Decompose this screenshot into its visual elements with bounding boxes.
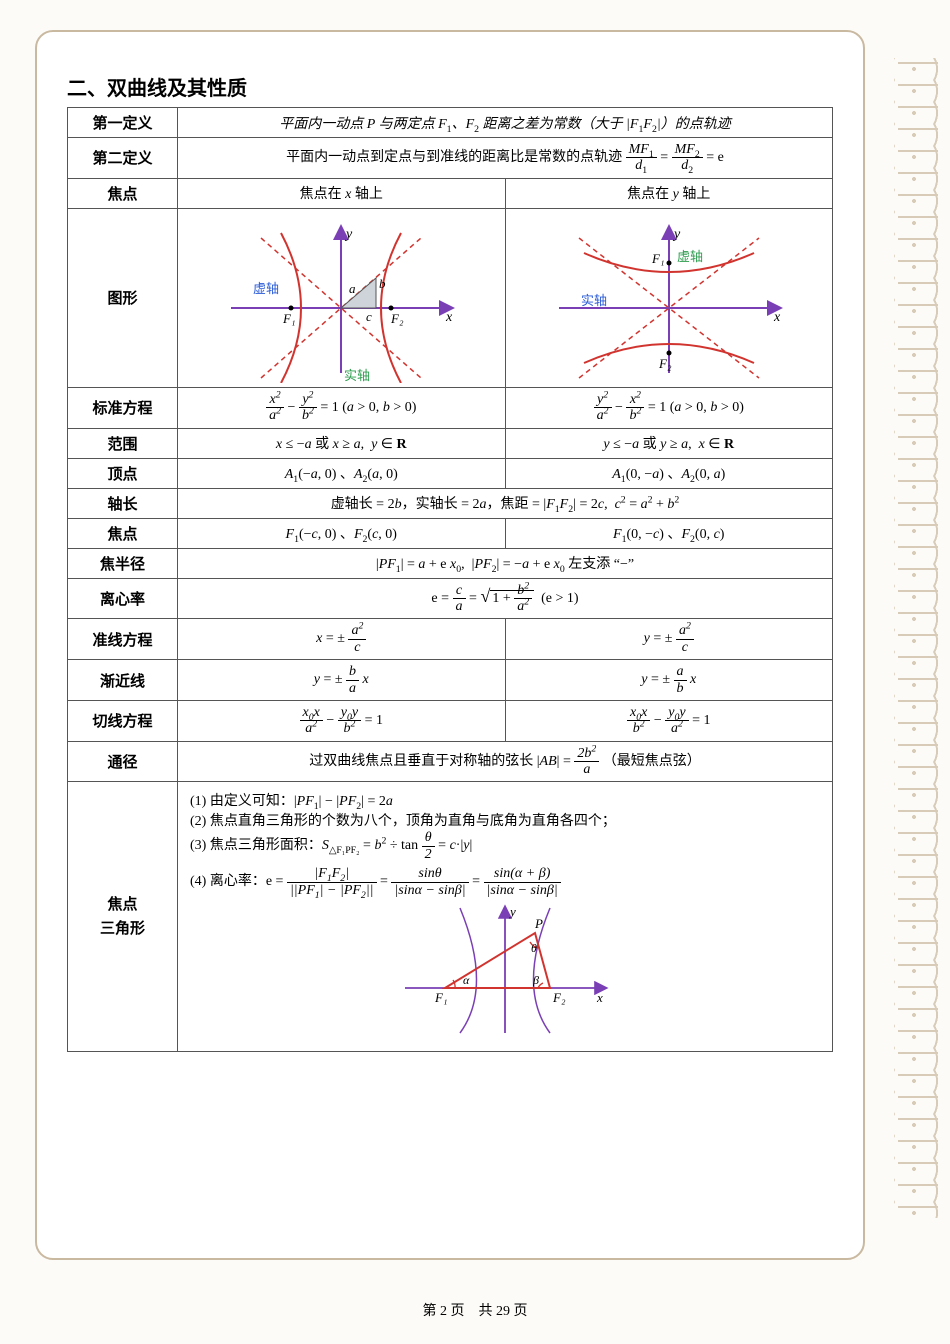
cell-asym-y: y = ± ab x (505, 660, 833, 701)
row-label-focus: 焦点 (68, 178, 178, 208)
svg-text:a: a (349, 281, 356, 296)
row-label-figure: 图形 (68, 208, 178, 387)
focal-triangle-svg: F₁ F₂ x y P θ α β (375, 898, 635, 1038)
svg-text:x: x (596, 990, 603, 1005)
svg-text:c: c (366, 309, 372, 324)
tri-line1: (1) 由定义可知：|PF1| − |PF2| = 2a (190, 790, 820, 810)
svg-text:x: x (445, 310, 453, 325)
cell-directrix-x: x = ± a2c (178, 619, 506, 660)
svg-text:y: y (672, 227, 681, 242)
cell-ecc: e = ca = √1 + b2a2 (e > 1) (178, 578, 833, 619)
page-footer: 第 2 页 共 29 页 (0, 1300, 950, 1320)
row-label-focalradius: 焦半径 (68, 548, 178, 578)
row-label-directrix: 准线方程 (68, 619, 178, 660)
svg-text:F₁: F₁ (651, 251, 664, 266)
cell-vertex-x: A1(−a, 0) 、A2(a, 0) (178, 458, 506, 488)
cell-tangent-y: x0xb2 − y0ya2 = 1 (505, 700, 833, 741)
row-label-def1: 第一定义 (68, 108, 178, 138)
properties-table: 第一定义 平面内一动点 P 与两定点 F1、F2 距离之差为常数（大于 |F1F… (67, 107, 833, 1052)
svg-text:F₁: F₁ (434, 990, 447, 1005)
row-label-def2: 第二定义 (68, 138, 178, 179)
row-label-focaltri: 焦点三角形 (68, 782, 178, 1052)
spiral-binding (898, 58, 938, 1218)
row-label-stdeq: 标准方程 (68, 387, 178, 428)
cell-focalradius: |PF1| = a + e x0, |PF2| = −a + e x0 左支添 … (178, 548, 833, 578)
cell-tangent-x: x0xa2 − y0yb2 = 1 (178, 700, 506, 741)
cell-stdeq-x: x2a2 − y2b2 = 1 (a > 0, b > 0) (178, 387, 506, 428)
svg-text:F₂: F₂ (390, 311, 404, 326)
svg-text:θ: θ (531, 941, 537, 955)
svg-text:b: b (379, 276, 386, 291)
svg-text:F₂: F₂ (552, 990, 566, 1005)
svg-text:y: y (344, 227, 353, 242)
svg-text:y: y (508, 904, 516, 919)
cell-axislen: 虚轴长 = 2b，实轴长 = 2a，焦距 = |F1F2| = 2c, c2 =… (178, 488, 833, 518)
svg-text:F₂: F₂ (658, 356, 672, 371)
row-label-asymptote: 渐近线 (68, 660, 178, 701)
row-label-axislen: 轴长 (68, 488, 178, 518)
svg-text:β: β (532, 973, 539, 987)
section-title: 二、双曲线及其性质 (67, 72, 833, 101)
svg-text:实轴: 实轴 (344, 368, 370, 383)
cell-directrix-y: y = ± a2c (505, 619, 833, 660)
svg-text:虚轴: 虚轴 (253, 281, 279, 296)
svg-text:实轴: 实轴 (581, 293, 607, 308)
tri-line2: (2) 焦点直角三角形的个数为八个，顶角为直角与底角为直角各四个； (190, 810, 820, 830)
cell-range-y: y ≤ −a 或 y ≥ a, x ∈ R (505, 428, 833, 458)
svg-text:F₁: F₁ (282, 311, 295, 326)
cell-figure-y: y x 实轴 虚轴 F₁ F₂ (505, 208, 833, 387)
row-label-vertex: 顶点 (68, 458, 178, 488)
tri-line4: (4) 离心率：e = |F1F2|||PF1| − |PF2|| = sinθ… (190, 866, 820, 898)
page-frame: 二、双曲线及其性质 第一定义 平面内一动点 P 与两定点 F1、F2 距离之差为… (35, 30, 865, 1260)
cell-focaltri: (1) 由定义可知：|PF1| − |PF2| = 2a (2) 焦点直角三角形… (178, 782, 833, 1052)
row-label-range: 范围 (68, 428, 178, 458)
hyperbola-x-svg: y x 虚轴 实轴 a b c F₁ F₂ (191, 213, 491, 383)
cell-latus: 过双曲线焦点且垂直于对称轴的弦长 |AB| = 2b2a （最短焦点弦） (178, 741, 833, 782)
cell-foci-x: F1(−c, 0) 、F2(c, 0) (178, 518, 506, 548)
cell-def2: 平面内一动点到定点与到准线的距离比是常数的点轨迹 MF1d1 = MF2d2 =… (178, 138, 833, 179)
svg-text:P: P (534, 916, 543, 931)
tri-line3: (3) 焦点三角形面积：S△F₁PF₂ = b2 ÷ tan θ2 = c·|y… (190, 830, 820, 862)
cell-focus-x: 焦点在 x 轴上 (178, 178, 506, 208)
cell-def1: 平面内一动点 P 与两定点 F1、F2 距离之差为常数（大于 |F1F2|）的点… (178, 108, 833, 138)
cell-figure-x: y x 虚轴 实轴 a b c F₁ F₂ (178, 208, 506, 387)
cell-range-x: x ≤ −a 或 x ≥ a, y ∈ R (178, 428, 506, 458)
svg-text:x: x (773, 310, 781, 325)
row-label-latus: 通径 (68, 741, 178, 782)
cell-vertex-y: A1(0, −a) 、A2(0, a) (505, 458, 833, 488)
svg-text:α: α (463, 973, 470, 987)
cell-focus-y: 焦点在 y 轴上 (505, 178, 833, 208)
hyperbola-y-svg: y x 实轴 虚轴 F₁ F₂ (519, 213, 819, 383)
row-label-foci2: 焦点 (68, 518, 178, 548)
cell-foci-y: F1(0, −c) 、F2(0, c) (505, 518, 833, 548)
cell-asym-x: y = ± ba x (178, 660, 506, 701)
row-label-ecc: 离心率 (68, 578, 178, 619)
svg-text:虚轴: 虚轴 (677, 249, 703, 264)
row-label-tangent: 切线方程 (68, 700, 178, 741)
cell-stdeq-y: y2a2 − x2b2 = 1 (a > 0, b > 0) (505, 387, 833, 428)
